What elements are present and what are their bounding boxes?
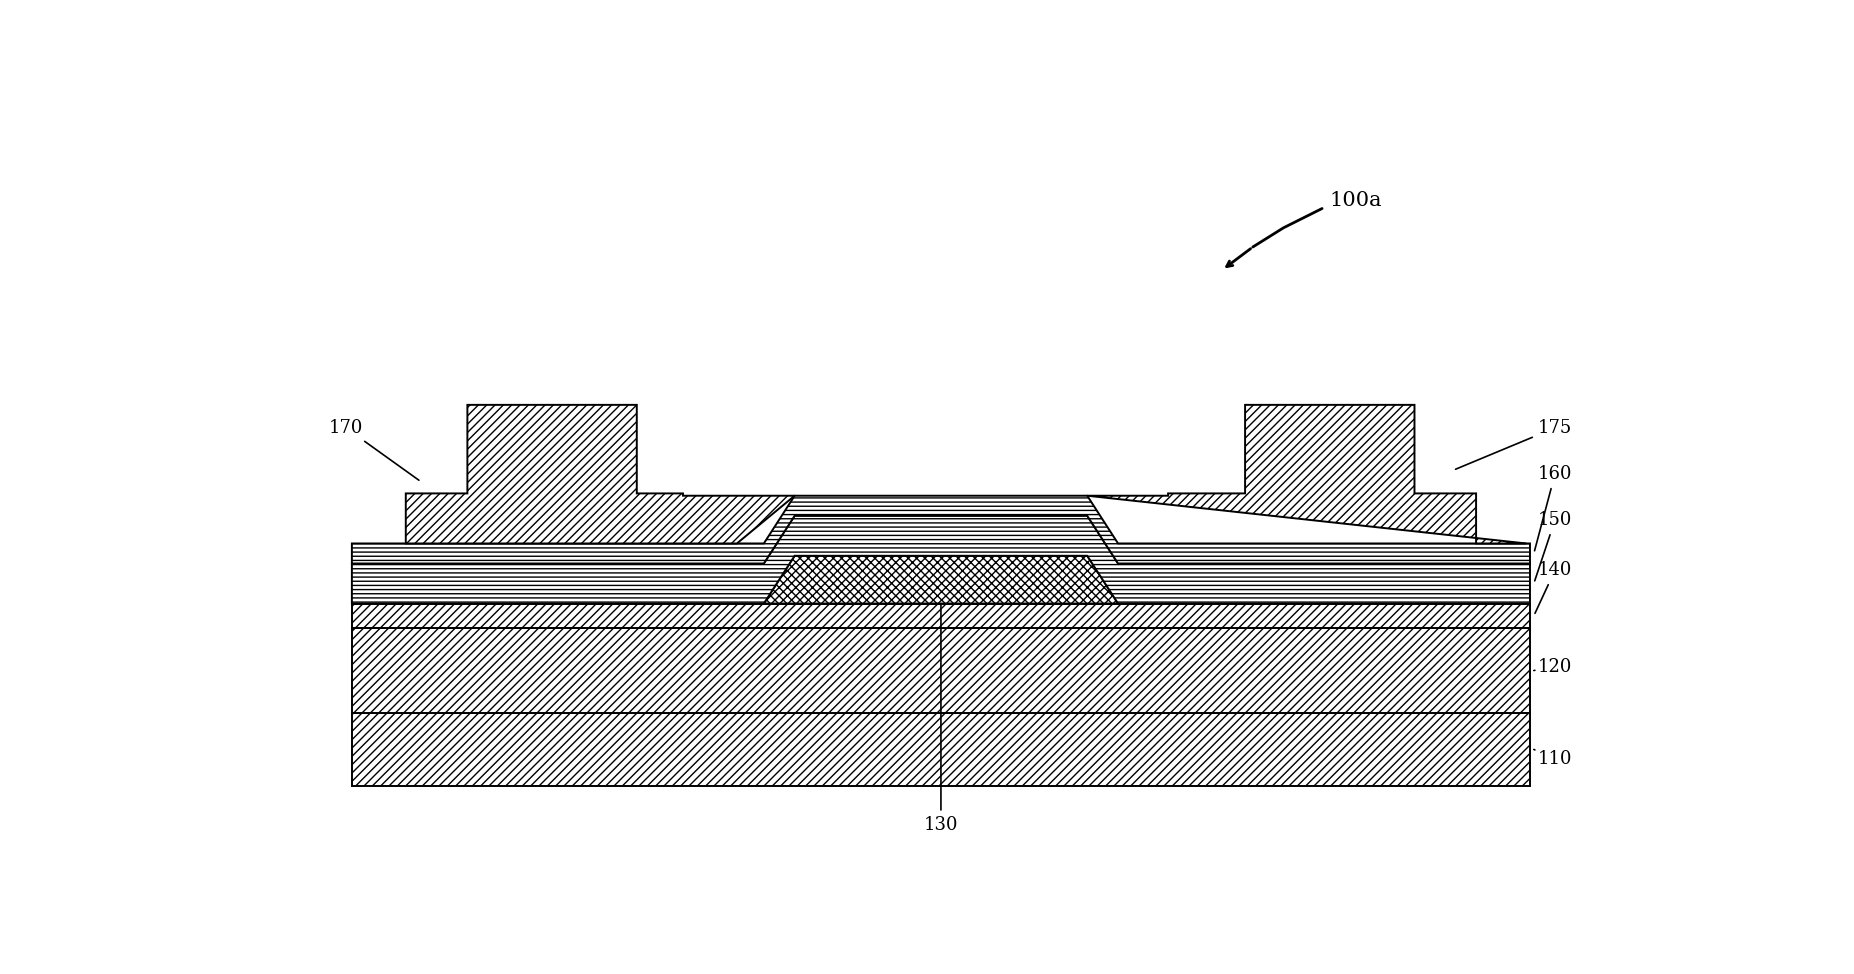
Text: 140: 140 bbox=[1535, 561, 1572, 614]
Text: 100a: 100a bbox=[1329, 191, 1383, 210]
Polygon shape bbox=[1086, 405, 1526, 543]
Bar bbox=[352, 713, 1530, 786]
Text: 175: 175 bbox=[1455, 419, 1572, 469]
Text: 130: 130 bbox=[923, 603, 959, 834]
Polygon shape bbox=[352, 516, 1530, 604]
Text: 120: 120 bbox=[1533, 657, 1572, 676]
Bar bbox=[352, 628, 1530, 713]
Polygon shape bbox=[406, 405, 795, 543]
Text: 110: 110 bbox=[1533, 749, 1572, 768]
Bar bbox=[352, 604, 1530, 628]
Text: 150: 150 bbox=[1535, 511, 1572, 581]
Text: 160: 160 bbox=[1535, 466, 1572, 550]
Polygon shape bbox=[764, 556, 1118, 604]
Text: 170: 170 bbox=[328, 419, 419, 480]
Polygon shape bbox=[352, 496, 1530, 564]
Bar bbox=[352, 713, 1530, 786]
Bar bbox=[352, 604, 1530, 628]
Bar bbox=[352, 628, 1530, 713]
